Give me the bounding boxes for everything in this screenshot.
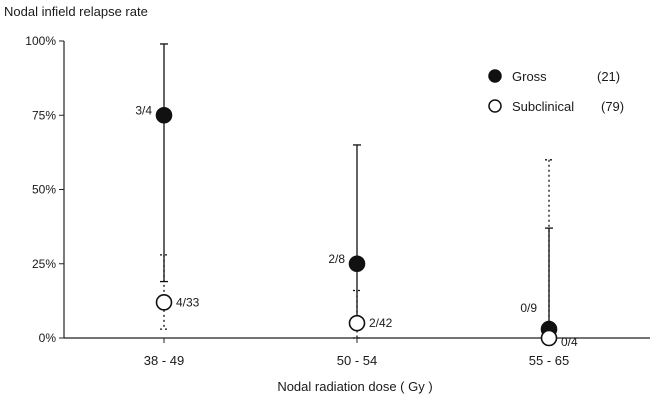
legend-subclinical-label: Subclinical: [512, 99, 574, 114]
y-tick-label: 75%: [32, 108, 56, 122]
legend-gross-count: (21): [597, 69, 620, 84]
legend-gross-label: Gross: [512, 69, 547, 84]
data-point-subclinical: [348, 314, 366, 332]
y-tick-label: 0%: [39, 331, 57, 345]
data-point-subclinical: [540, 329, 558, 347]
data-label-gross: 2/8: [328, 252, 345, 266]
chart-title: Nodal infield relapse rate: [4, 4, 148, 19]
data-point-subclinical: [155, 294, 173, 311]
legend-subclinical-marker: [488, 99, 502, 113]
legend-gross-marker: [488, 69, 502, 83]
data-label-subclinical: 4/33: [176, 295, 200, 309]
x-tick-label: 38 - 49: [144, 353, 184, 368]
data-point-gross: [348, 255, 366, 273]
data-label-subclinical: 0/4: [561, 335, 578, 349]
data-point-gross: [155, 106, 173, 124]
legend-subclinical-count: (79): [601, 99, 624, 114]
x-tick-label: 55 - 65: [529, 353, 569, 368]
y-tick-label: 50%: [32, 183, 56, 197]
data-label-gross: 3/4: [135, 103, 152, 117]
x-axis-label: Nodal radiation dose ( Gy ): [277, 379, 432, 394]
x-tick-label: 50 - 54: [337, 353, 377, 368]
data-label-gross: 0/9: [520, 301, 537, 315]
plot-area: 0% 25% 50% 75% 100% 38 - 49 50 - 54 55 - 65 3/4 2…: [25, 34, 650, 368]
y-tick-label: 100%: [25, 34, 56, 48]
y-tick-label: 25%: [32, 257, 56, 271]
data-label-subclinical: 2/42: [369, 316, 393, 330]
legend: Gross (21) Subclinical (79): [488, 69, 624, 114]
